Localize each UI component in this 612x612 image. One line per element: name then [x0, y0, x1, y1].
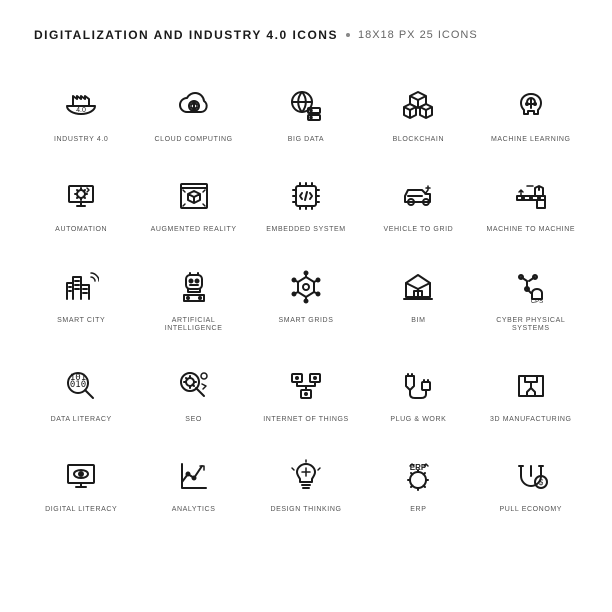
- svg-text:CPS: CPS: [531, 299, 543, 305]
- 3d-manufacturing-icon: [511, 366, 551, 406]
- icon-label: DESIGN THINKING: [270, 506, 341, 514]
- icon-cell: VEHICLE TO GRID: [371, 176, 465, 234]
- digital-literacy-icon: [61, 456, 101, 496]
- icon-cell: ANALYTICS: [146, 456, 240, 514]
- pull-economy-icon: $: [511, 456, 551, 496]
- icon-label: EMBEDDED SYSTEM: [266, 226, 345, 234]
- svg-text:101: 101: [70, 373, 86, 383]
- analytics-icon: [174, 456, 214, 496]
- icon-label: SEO: [185, 416, 202, 424]
- automation-icon: [61, 176, 101, 216]
- cyber-physical-systems-icon: CPS: [511, 267, 551, 307]
- industry-40-icon: 4.0: [61, 86, 101, 126]
- icon-cell: 3D MANUFACTURING: [484, 366, 578, 424]
- icon-cell: CPS CYBER PHYSICAL SYSTEMS: [484, 267, 578, 334]
- icon-label: SMART CITY: [57, 317, 105, 325]
- icon-label: CYBER PHYSICAL SYSTEMS: [484, 317, 578, 334]
- icon-cell: AUTOMATION: [34, 176, 128, 234]
- augmented-reality-icon: [174, 176, 214, 216]
- page-subtitle: 18X18 PX 25 ICONS: [358, 29, 478, 41]
- cloud-computing-icon: [174, 86, 214, 126]
- icon-label: VEHICLE TO GRID: [383, 226, 453, 234]
- icon-cell: AUGMENTED REALITY: [146, 176, 240, 234]
- icon-label: BLOCKCHAIN: [393, 136, 445, 144]
- icon-label: INDUSTRY 4.0: [54, 136, 108, 144]
- icon-label: BIG DATA: [288, 136, 324, 144]
- icon-grid: 4.0 INDUSTRY 4.0 CLOUD COMPUTING BIG DATA…: [34, 86, 578, 514]
- embedded-system-icon: [286, 176, 326, 216]
- icon-label: SMART GRIDS: [279, 317, 334, 325]
- header: DIGITALIZATION AND INDUSTRY 4.0 ICONS 18…: [34, 28, 578, 42]
- icon-cell: 010101 DATA LITERACY: [34, 366, 128, 424]
- machine-to-machine-icon: [511, 176, 551, 216]
- icon-cell: INTERNET OF THINGS: [259, 366, 353, 424]
- icon-cell: SMART GRIDS: [259, 267, 353, 334]
- svg-text:$: $: [539, 478, 544, 487]
- icon-cell: BIG DATA: [259, 86, 353, 144]
- vehicle-to-grid-icon: [398, 176, 438, 216]
- icon-cell: 4.0 INDUSTRY 4.0: [34, 86, 128, 144]
- icon-cell: $ PULL ECONOMY: [484, 456, 578, 514]
- icon-label: AUTOMATION: [55, 226, 107, 234]
- icon-label: ARTIFICIAL INTELLIGENCE: [146, 317, 240, 334]
- design-thinking-icon: [286, 456, 326, 496]
- svg-text:4.0: 4.0: [76, 107, 86, 114]
- bim-icon: [398, 267, 438, 307]
- icon-cell: ERP ERP: [371, 456, 465, 514]
- seo-icon: [174, 366, 214, 406]
- internet-of-things-icon: [286, 366, 326, 406]
- smart-city-icon: [61, 267, 101, 307]
- erp-icon: ERP: [398, 456, 438, 496]
- icon-cell: SMART CITY: [34, 267, 128, 334]
- blockchain-icon: [398, 86, 438, 126]
- icon-cell: PLUG & WORK: [371, 366, 465, 424]
- icon-cell: MACHINE LEARNING: [484, 86, 578, 144]
- machine-learning-icon: [511, 86, 551, 126]
- icon-label: PULL ECONOMY: [500, 506, 563, 514]
- icon-label: DIGITAL LITERACY: [45, 506, 117, 514]
- icon-cell: SEO: [146, 366, 240, 424]
- icon-label: DATA LITERACY: [51, 416, 112, 424]
- icon-label: ERP: [410, 506, 426, 514]
- icon-label: MACHINE TO MACHINE: [486, 226, 575, 234]
- icon-label: 3D MANUFACTURING: [490, 416, 572, 424]
- icon-cell: CLOUD COMPUTING: [146, 86, 240, 144]
- icon-cell: ARTIFICIAL INTELLIGENCE: [146, 267, 240, 334]
- separator-dot: [346, 33, 350, 37]
- icon-label: ANALYTICS: [172, 506, 216, 514]
- artificial-intelligence-icon: [174, 267, 214, 307]
- page-title: DIGITALIZATION AND INDUSTRY 4.0 ICONS: [34, 28, 338, 42]
- icon-label: INTERNET OF THINGS: [263, 416, 349, 424]
- icon-cell: BIM: [371, 267, 465, 334]
- icon-label: AUGMENTED REALITY: [151, 226, 237, 234]
- icon-cell: EMBEDDED SYSTEM: [259, 176, 353, 234]
- icon-label: CLOUD COMPUTING: [154, 136, 232, 144]
- smart-grids-icon: [286, 267, 326, 307]
- icon-label: BIM: [411, 317, 425, 325]
- big-data-icon: [286, 86, 326, 126]
- icon-cell: BLOCKCHAIN: [371, 86, 465, 144]
- icon-label: MACHINE LEARNING: [491, 136, 571, 144]
- icon-cell: DESIGN THINKING: [259, 456, 353, 514]
- icon-cell: MACHINE TO MACHINE: [484, 176, 578, 234]
- icon-cell: DIGITAL LITERACY: [34, 456, 128, 514]
- plug-work-icon: [398, 366, 438, 406]
- data-literacy-icon: 010101: [61, 366, 101, 406]
- icon-label: PLUG & WORK: [390, 416, 446, 424]
